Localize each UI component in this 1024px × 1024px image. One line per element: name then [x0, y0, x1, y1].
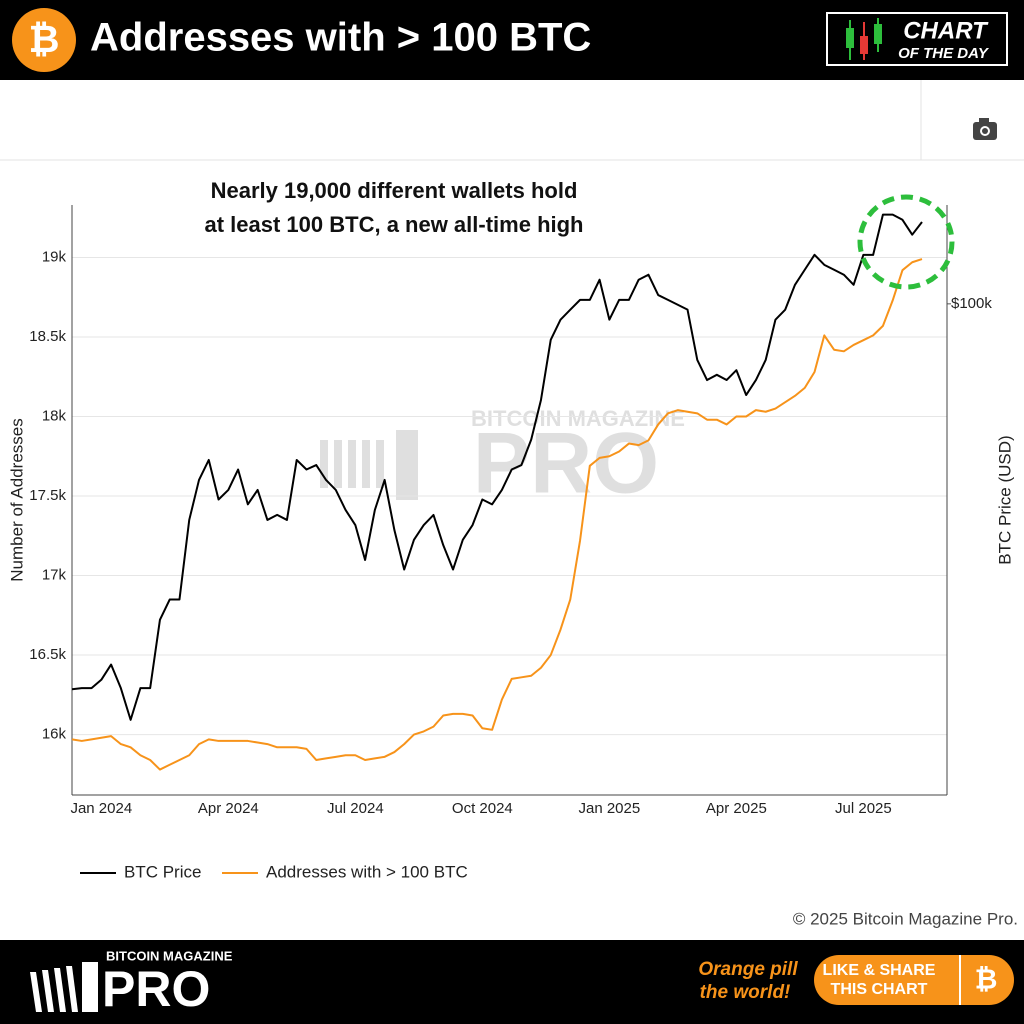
- badge-frame: [826, 12, 1008, 66]
- y-tick-label: 16k: [42, 726, 67, 743]
- y2-axis-title: BTC Price (USD): [995, 435, 1014, 564]
- series-line: [71, 213, 923, 721]
- x-tick-label: Jul 2025: [835, 800, 892, 817]
- y-axis-title: Number of Addresses: [7, 418, 26, 581]
- watermark-brand: PRO: [473, 416, 659, 512]
- share-text: LIKE & SHARE: [823, 962, 936, 979]
- x-tick-label: Jul 2024: [327, 800, 384, 817]
- slogan: Orange pill: [698, 959, 798, 980]
- series-line: [71, 258, 923, 771]
- y2-tick-label: $100k: [951, 295, 992, 312]
- x-tick-label: Jan 2024: [70, 800, 132, 817]
- footer-brand-top: BITCOIN MAGAZINE: [106, 948, 233, 963]
- plot: 16k 16.5k 17k 17.5k 18k 18.5k 19k $100k Jan 2024…: [29, 205, 992, 881]
- legend-label: Addresses with > 100 BTC: [266, 862, 468, 881]
- y-tick-label: 19k: [42, 248, 67, 265]
- share-button[interactable]: LIKE & SHARE THIS CHART ₿: [814, 955, 1014, 1005]
- x-tick-label: Apr 2025: [706, 800, 767, 817]
- y-tick-label: 16.5k: [29, 646, 66, 663]
- annotation: at least 100 BTC, a new all-time high: [205, 212, 584, 237]
- badge-line-2: OF THE DAY: [898, 45, 990, 62]
- y-tick-label: 18.5k: [29, 328, 66, 345]
- badge-line-1: CHART: [903, 17, 989, 44]
- footer-logo-icon: [30, 962, 98, 1012]
- footer-brand: PRO: [102, 961, 210, 1017]
- y-tick-label: 17k: [42, 567, 67, 584]
- highlight-circle: [857, 194, 955, 290]
- x-tick-label: Apr 2024: [198, 800, 259, 817]
- legend-label: BTC Price: [124, 862, 201, 881]
- share-symbol: ₿: [975, 963, 998, 994]
- y-tick-label: 17.5k: [29, 487, 66, 504]
- copyright: © 2025 Bitcoin Magazine Pro.: [793, 909, 1018, 928]
- watermark-top: BITCOIN MAGAZINE: [471, 406, 685, 431]
- bitcoin-logo: [12, 8, 76, 72]
- header-title: Addresses with > 100 BTC: [90, 16, 591, 60]
- annotation: Nearly 19,000 different wallets hold: [211, 178, 578, 203]
- bitcoin-symbol: ₿: [29, 19, 60, 61]
- camera-button[interactable]: [973, 118, 997, 140]
- share-text: THIS CHART: [831, 981, 928, 998]
- slogan: the world!: [700, 982, 791, 1003]
- x-tick-label: Jan 2025: [578, 800, 640, 817]
- y-tick-label: 18k: [42, 407, 67, 424]
- x-tick-label: Oct 2024: [452, 800, 513, 817]
- candle-icon: [846, 18, 882, 60]
